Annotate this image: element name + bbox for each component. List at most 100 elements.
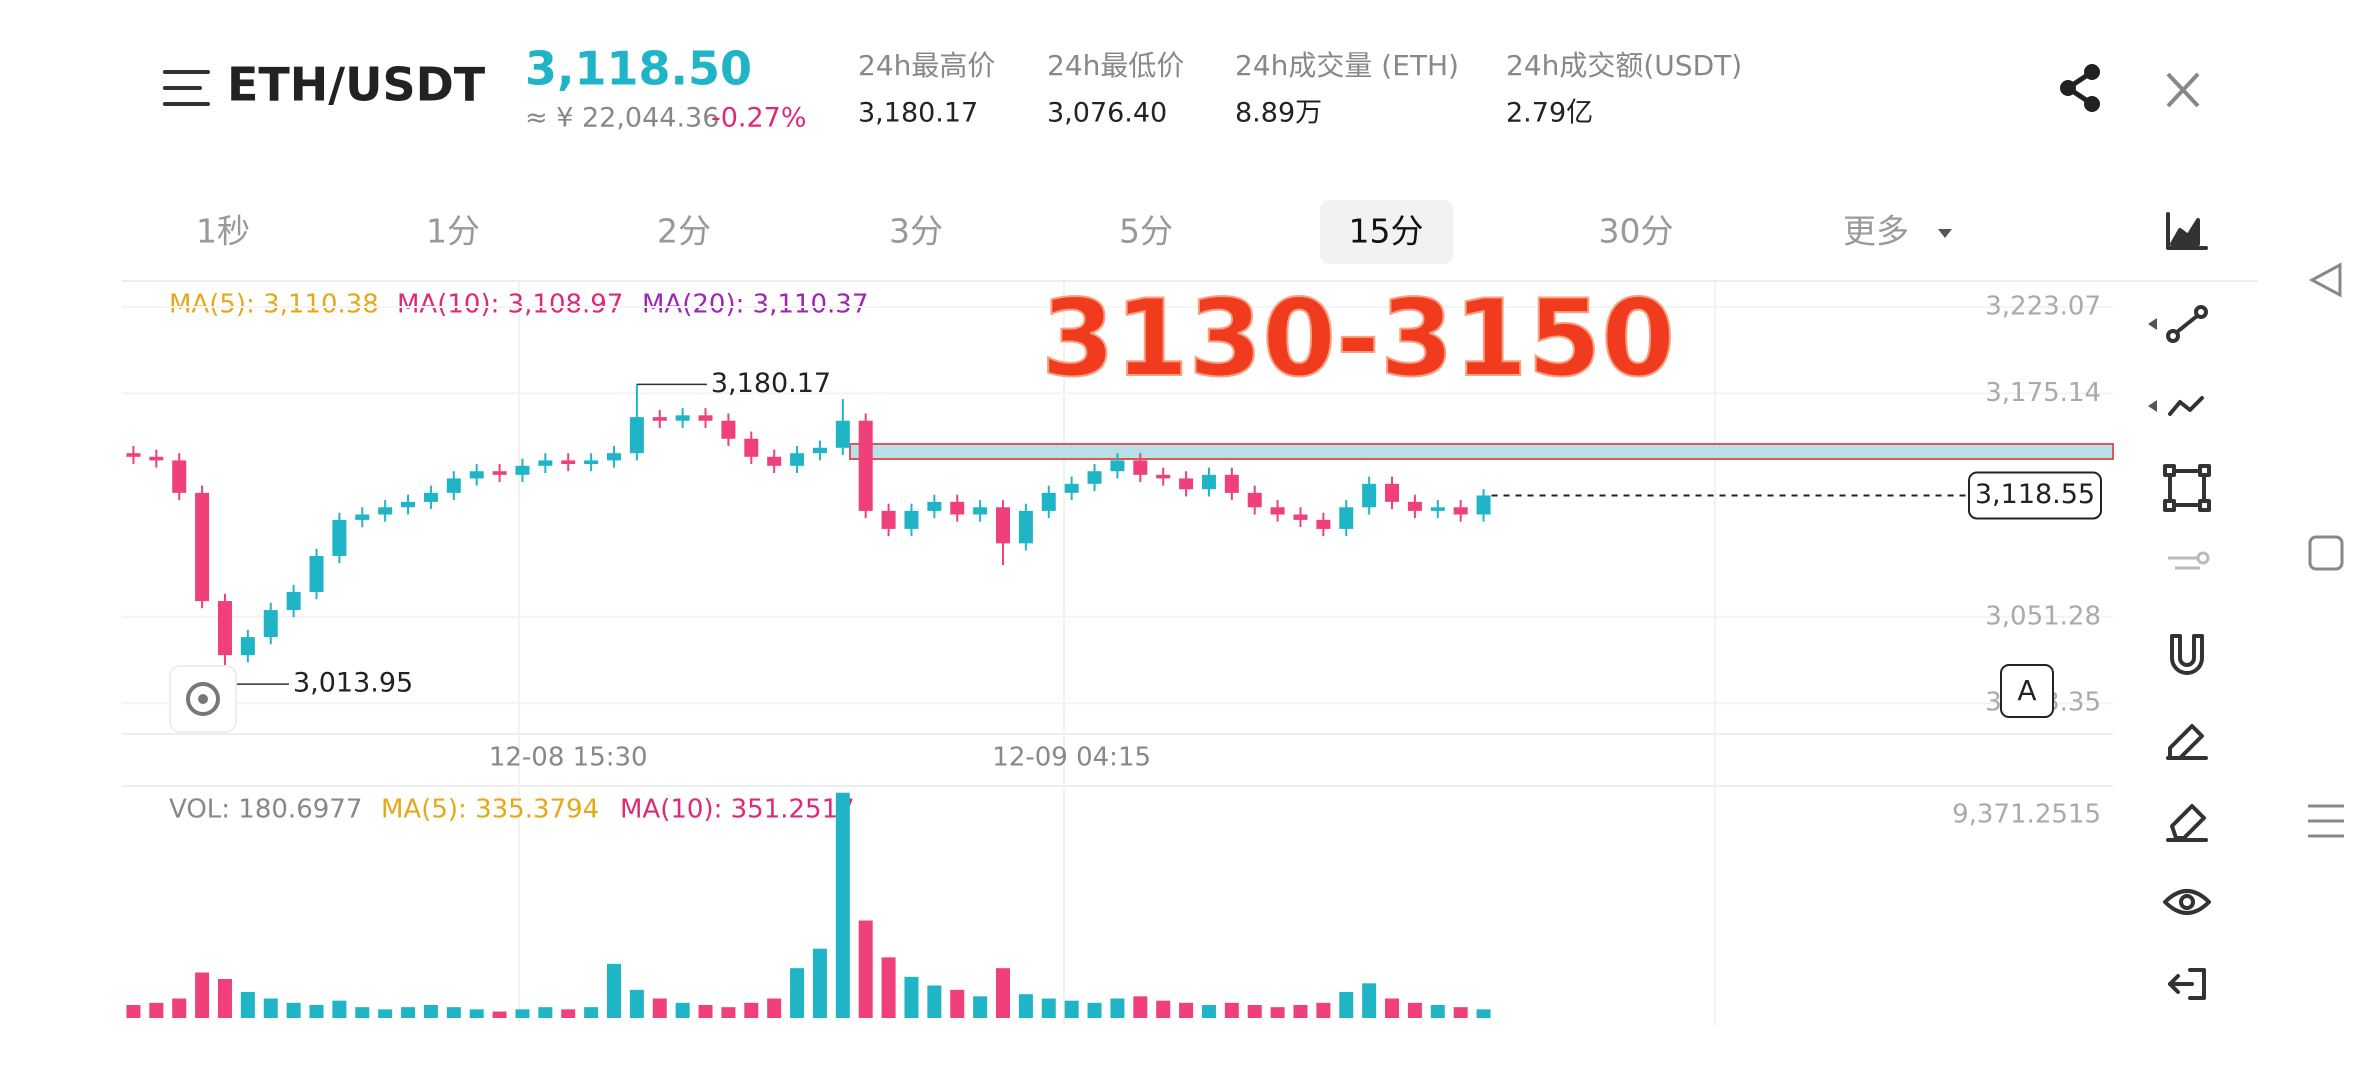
candle-body [401, 501, 416, 508]
volume-bar [1110, 998, 1125, 1018]
nav-home[interactable] [2308, 535, 2344, 571]
tab[interactable]: 1分 [426, 212, 480, 251]
vol-label: VOL: 180.6977 [169, 795, 362, 825]
close-icon[interactable] [2166, 72, 2200, 108]
volume-bar [1133, 996, 1148, 1018]
annotation: 3130-3150 [1041, 277, 1675, 400]
auto-button[interactable] [2000, 664, 2054, 718]
nav-back[interactable] [2308, 262, 2342, 298]
volume-bar [1385, 998, 1400, 1018]
candle-body [1156, 474, 1171, 479]
candle-body [286, 592, 301, 611]
tab[interactable]: 5分 [1119, 212, 1173, 251]
candle-body [927, 501, 942, 511]
candle-body [881, 510, 896, 529]
candle-body [263, 610, 278, 638]
tab[interactable]: 30分 [1599, 212, 1674, 251]
shape-tool-icon[interactable] [2163, 464, 2211, 512]
tab[interactable]: 1秒 [196, 212, 250, 251]
wave-tool-icon[interactable] [2148, 396, 2204, 416]
candle-body [1316, 519, 1331, 529]
volume-bar [149, 1002, 164, 1018]
candle-body [675, 415, 690, 421]
menu-icon[interactable] [163, 70, 210, 106]
pencil-icon[interactable] [2166, 724, 2208, 760]
volume-bar [927, 985, 942, 1018]
volume-bar [1316, 1002, 1331, 1018]
candle-body [469, 471, 484, 479]
highlight-band [849, 443, 2114, 460]
volume-bar [1430, 1005, 1445, 1018]
volume-bar [973, 996, 988, 1018]
candle-body [996, 507, 1011, 544]
candle-body [1385, 483, 1400, 502]
volume-bar [401, 1007, 416, 1018]
stat-value: 2.79亿 [1506, 98, 1593, 129]
volume-bar [1247, 1005, 1262, 1018]
volume-bar [904, 976, 919, 1018]
tab[interactable]: 3分 [889, 212, 943, 251]
tab[interactable]: 15分 [1349, 212, 1424, 251]
volume-bar [858, 920, 873, 1018]
candle-body [629, 417, 644, 454]
candle-body [698, 415, 713, 421]
x-tick-label: 12-09 04:15 [992, 743, 1151, 773]
candle-body [309, 555, 324, 593]
dropdown-arrow[interactable] [1938, 229, 1952, 238]
last-price-box [1968, 471, 2102, 520]
candle-body [378, 507, 393, 515]
candle-body [606, 453, 621, 461]
volume-bar [538, 1007, 553, 1018]
volume-bar [1201, 1005, 1216, 1018]
toolbar [2148, 212, 2211, 1000]
tab[interactable]: 2分 [657, 212, 711, 251]
magnet-icon[interactable] [2170, 634, 2204, 675]
line-tool-icon[interactable] [2148, 305, 2208, 343]
candle-body [446, 478, 461, 493]
volume-bar [835, 792, 850, 1018]
reset-button[interactable] [169, 665, 237, 733]
candle-body [1247, 492, 1262, 508]
high-marker-label: 3,180.17 [711, 368, 831, 399]
cny-price: ≈ ¥ 22,044.36 [525, 103, 719, 134]
vol-ma-label: MA(5): 335.3794 [381, 795, 599, 825]
volume-bar [172, 998, 187, 1018]
symbol[interactable]: ETH/USDT [227, 58, 486, 112]
volume-bar [217, 979, 232, 1018]
stat-value: 8.89万 [1235, 98, 1322, 129]
eye-icon[interactable] [2163, 889, 2211, 915]
volume-bar [1018, 994, 1033, 1018]
share-icon[interactable] [2060, 64, 2100, 112]
last-price: 3,118.50 [525, 42, 752, 96]
candle-body [1201, 474, 1216, 490]
volume-bar [378, 1009, 393, 1018]
candle-body [240, 637, 255, 656]
volume-bar [606, 963, 621, 1018]
volume-bar [1453, 1007, 1468, 1018]
candle-body [561, 460, 576, 465]
candle-body [332, 519, 347, 556]
nav-menu[interactable] [2308, 804, 2344, 838]
plot: 3,223.073,175.143,051.283,003.359,371.25… [122, 292, 2113, 1018]
volume-bar [721, 1007, 736, 1018]
candle-body [1476, 495, 1491, 515]
volume-bar [1293, 1005, 1308, 1018]
candle-body [652, 417, 667, 421]
auto-button-label[interactable]: A [2017, 674, 2036, 707]
tab[interactable]: 更多 [1843, 212, 1909, 251]
candle-body [1453, 507, 1468, 515]
exit-icon[interactable] [2168, 968, 2206, 1000]
measure-icon[interactable] [2168, 551, 2210, 570]
candle-body [149, 456, 164, 461]
candle-body [1018, 510, 1033, 544]
volume-bar [446, 1007, 461, 1018]
volume-bar [950, 989, 965, 1018]
volume-bar [263, 998, 278, 1018]
chart-type-icon[interactable] [2166, 212, 2208, 250]
volume-bar [1041, 998, 1056, 1018]
eraser-icon[interactable] [2166, 804, 2208, 842]
volume-bar [629, 989, 644, 1018]
volume-bar [240, 992, 255, 1018]
candle-body [1293, 514, 1308, 520]
